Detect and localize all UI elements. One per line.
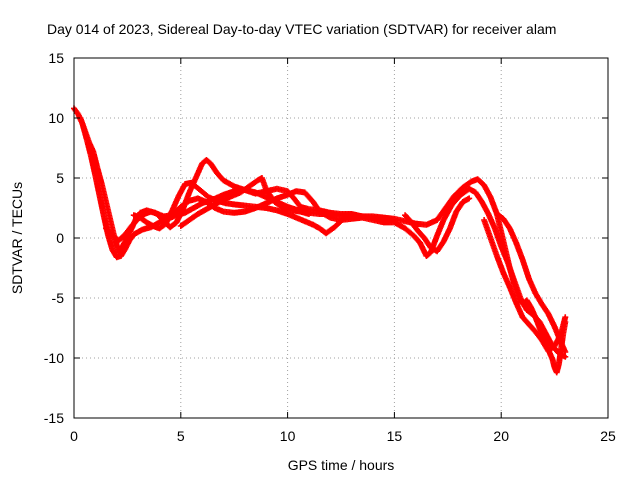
chart-title: Day 014 of 2023, Sidereal Day-to-day VTE… [47, 21, 556, 37]
x-axis-title: GPS time / hours [288, 457, 395, 473]
data-points [71, 105, 569, 376]
data-point [562, 314, 569, 321]
series-track-h [493, 211, 569, 355]
y-tick-labels: -15 -10 -5 0 5 10 15 [44, 50, 64, 426]
y-tick-label: 15 [48, 50, 64, 66]
data-point [562, 349, 569, 355]
x-tick-label: 0 [70, 428, 78, 444]
y-tick-label: 0 [56, 230, 64, 246]
series-track-f [402, 195, 473, 255]
y-tick-label: 5 [56, 170, 64, 186]
data-point [348, 211, 355, 217]
data-point [305, 211, 312, 217]
x-tick-label: 15 [387, 428, 403, 444]
x-tick-labels: 0 5 10 15 20 25 [70, 428, 616, 444]
y-tick-label: -10 [44, 350, 64, 366]
y-tick-label: -5 [52, 290, 65, 306]
y-tick-label: 10 [48, 110, 64, 126]
x-tick-label: 10 [280, 428, 296, 444]
y-tick-label: -15 [44, 410, 64, 426]
y-axis-title: SDTVAR / TECUs [9, 182, 25, 294]
x-tick-label: 5 [177, 428, 185, 444]
x-tick-label: 20 [493, 428, 509, 444]
x-tick-label: 25 [600, 428, 616, 444]
data-point [466, 195, 473, 202]
axis-ticks [73, 57, 609, 419]
data-point [391, 217, 398, 223]
series-track-g [481, 217, 569, 354]
series-track-e [177, 175, 312, 229]
